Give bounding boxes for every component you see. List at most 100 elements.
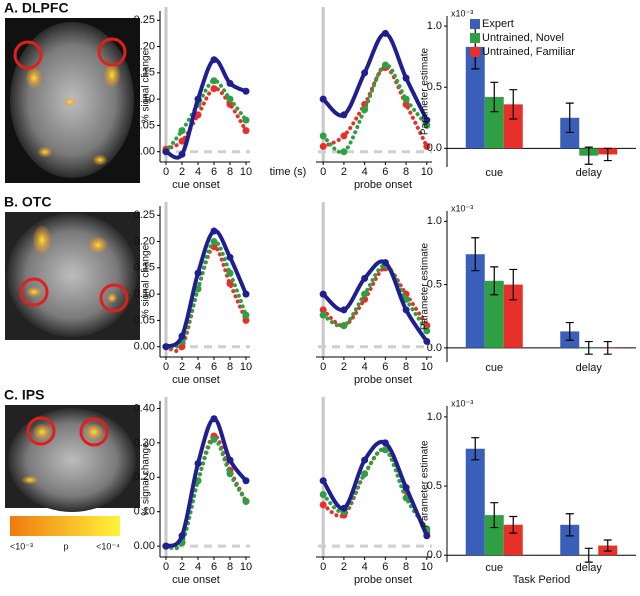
point — [194, 269, 202, 277]
x-tick-label: 0 — [320, 166, 326, 178]
panel-label: A. DLPFC — [4, 0, 69, 16]
y-axis-label: % signal change — [141, 244, 152, 318]
x-tick-label: 8 — [403, 361, 409, 373]
y-tick-label: 0.15 — [134, 67, 155, 79]
y-tick-label: 0.05 — [134, 119, 155, 131]
colorbar — [10, 516, 120, 536]
error-bar — [584, 547, 593, 563]
point — [210, 238, 218, 246]
x-tick-label: cue — [485, 362, 503, 374]
y-axis-label: Parameter estimate — [420, 242, 431, 330]
y-tick-label: 0.00 — [134, 146, 155, 158]
x-tick-label: 2 — [341, 166, 347, 178]
error-bar — [584, 340, 593, 355]
x-tick-label: 2 — [341, 361, 347, 373]
point — [226, 269, 234, 277]
bar — [503, 524, 523, 556]
panel-label: C. IPS — [4, 387, 44, 403]
y-axis-label: % signal change — [141, 49, 152, 123]
point — [242, 127, 250, 135]
error-bar — [565, 513, 574, 537]
x-tick-label: 4 — [195, 166, 201, 178]
x-axis-label: probe onset — [354, 574, 412, 586]
point — [319, 142, 327, 150]
y-tick-label: 0.5 — [427, 279, 442, 291]
bar — [560, 524, 580, 556]
y-tick-label: 0.5 — [427, 81, 442, 93]
line — [164, 437, 248, 551]
bar — [560, 117, 580, 149]
point — [178, 127, 186, 135]
line — [164, 228, 248, 349]
y-tick-label: 0.20 — [134, 40, 155, 52]
legend-label: Untrained, Familiar — [482, 46, 575, 58]
bar — [503, 284, 523, 348]
point — [319, 95, 327, 103]
point — [210, 415, 218, 423]
point — [423, 337, 431, 345]
point — [361, 456, 369, 464]
error-bar — [584, 146, 593, 165]
point — [319, 311, 327, 319]
point — [361, 106, 369, 114]
x-tick-label: 10 — [240, 561, 252, 573]
x-tick-label: 10 — [240, 361, 252, 373]
point — [402, 306, 410, 314]
error-bar — [509, 268, 518, 301]
colorbar-low: <10⁻³ — [10, 541, 33, 551]
y-tick-label: 0.10 — [134, 93, 155, 105]
point — [162, 542, 170, 550]
point — [242, 477, 250, 485]
point — [319, 306, 327, 314]
line — [164, 239, 248, 350]
error-bar — [471, 437, 480, 461]
multiplier: x10⁻³ — [451, 203, 473, 213]
point — [226, 470, 234, 478]
point — [319, 490, 327, 498]
x-tick-label: 8 — [227, 361, 233, 373]
point — [210, 435, 218, 443]
y-tick-label: 0.25 — [134, 14, 155, 26]
y-tick-label: 0.05 — [134, 314, 155, 326]
y-tick-label: 0.00 — [134, 540, 155, 552]
line — [321, 265, 429, 328]
y-axis-label: Parameter estimate — [420, 47, 431, 135]
point — [178, 137, 186, 145]
legend-swatch — [470, 47, 480, 57]
point — [210, 77, 218, 85]
error-bar — [509, 515, 518, 534]
point — [194, 460, 202, 468]
x-tick-label: 2 — [179, 361, 185, 373]
y-tick-label: 0.15 — [134, 262, 155, 274]
bar — [465, 46, 485, 149]
point — [402, 95, 410, 103]
x-tick-label: 4 — [195, 361, 201, 373]
y-axis-label: % signal change — [141, 442, 152, 516]
y-tick-label: 0.25 — [134, 209, 155, 221]
panel-label: B. OTC — [4, 194, 51, 210]
point — [402, 484, 410, 492]
point — [381, 259, 389, 267]
point — [162, 148, 170, 156]
x-tick-label: 8 — [403, 166, 409, 178]
x-tick-label: delay — [576, 562, 603, 574]
point — [226, 253, 234, 261]
point — [402, 74, 410, 82]
point — [226, 280, 234, 288]
point — [242, 87, 250, 95]
error-bar — [490, 81, 499, 113]
point — [210, 85, 218, 93]
colorbar-mid: p — [63, 541, 68, 551]
y-tick-label: 0.40 — [134, 402, 155, 414]
error-bar — [490, 502, 499, 529]
error-bar — [471, 237, 480, 272]
x-axis-label: cue onset — [172, 179, 220, 191]
point — [340, 148, 348, 156]
point — [226, 95, 234, 103]
point — [361, 290, 369, 298]
x-tick-label: 10 — [421, 166, 433, 178]
point — [319, 290, 327, 298]
y-tick-label: 0.00 — [134, 341, 155, 353]
brain-image-c — [5, 405, 140, 512]
